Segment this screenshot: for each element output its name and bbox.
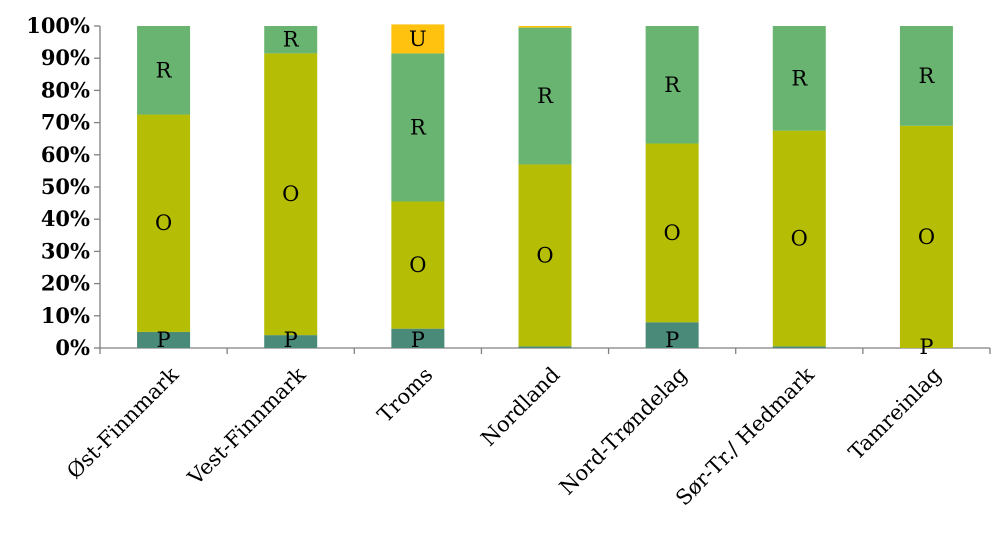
bar-segment-u [391, 24, 445, 54]
bar-segment-p [772, 346, 826, 348]
bar-segment-o [645, 143, 699, 323]
category-label: Nordland [476, 363, 564, 451]
category-label: Vest-Finnmark [183, 362, 311, 490]
x-axis [99, 347, 991, 354]
segment-label-p: P [157, 328, 171, 352]
segment-labels: P O R P O R P O R U O R P O R O R P O R [155, 27, 936, 359]
bar-segment-o [772, 130, 826, 347]
segment-label-o: O [536, 243, 553, 267]
segment-label-o: O [918, 225, 935, 249]
segment-label-p: P [919, 335, 933, 359]
bar-segment-p [137, 331, 191, 348]
category-label: Sør-Tr./ Hedmark [671, 362, 819, 510]
y-tick-label: 30% [41, 238, 90, 263]
category-label: Nord-Trøndelag [555, 363, 692, 500]
y-tick-label: 80% [41, 77, 90, 102]
segment-label-r: R [664, 73, 681, 97]
segment-label-o: O [409, 253, 426, 277]
bar-segment-r [264, 26, 318, 54]
segment-label-p: P [284, 328, 298, 352]
segment-label-u: U [409, 27, 427, 51]
bar-segment-r [391, 53, 445, 202]
bar-segment-o [518, 164, 572, 347]
bar-segment-p [645, 322, 699, 348]
segment-label-o: O [155, 211, 172, 235]
category-label: Øst-Finnmark [62, 362, 183, 483]
segment-label-r: R [537, 84, 554, 108]
bar-segment-o [264, 53, 318, 336]
bars [137, 24, 953, 348]
bar-segment-u [518, 26, 572, 28]
category-label: Tamreinlag [844, 363, 946, 465]
bar-segment-r [137, 26, 191, 115]
category-label: Troms [373, 363, 438, 428]
bar-segment-r [772, 26, 826, 131]
bar-segment-r [518, 27, 572, 165]
segment-label-r: R [410, 115, 427, 139]
bar-segment-r [645, 26, 699, 144]
bar-segment-p [264, 335, 318, 348]
y-tick-label: 0% [55, 335, 90, 360]
bar-segment-o [137, 114, 191, 332]
y-axis: 0% 10% 20% 30% 40% 50% 60% 70% 80% 90% 100% [26, 13, 101, 360]
y-tick-label: 90% [41, 45, 90, 70]
segment-label-r: R [919, 64, 936, 88]
y-tick-label: 10% [41, 303, 90, 328]
segment-label-r: R [156, 58, 173, 82]
segment-label-p: P [665, 328, 679, 352]
bar-segment-p [518, 346, 572, 348]
segment-label-r: R [283, 28, 300, 52]
category-labels: Øst-Finnmark Vest-Finnmark Troms NordlandNo… [62, 362, 946, 510]
bar-segment-o [391, 201, 445, 329]
y-tick-label: 40% [41, 206, 90, 231]
bar-segment-o [899, 125, 953, 348]
y-tick-label: 100% [26, 13, 90, 38]
y-tick-label: 60% [41, 142, 90, 167]
segment-label-p: P [411, 328, 425, 352]
bar-segment-p [391, 328, 445, 348]
segment-label-o: O [664, 221, 681, 245]
segment-label-r: R [791, 66, 808, 90]
y-tick-label: 70% [41, 110, 90, 135]
y-tick-label: 20% [41, 271, 90, 296]
bar-segment-r [899, 26, 953, 126]
segment-label-o: O [791, 227, 808, 251]
segment-label-o: O [282, 182, 299, 206]
y-tick-label: 50% [41, 174, 90, 199]
